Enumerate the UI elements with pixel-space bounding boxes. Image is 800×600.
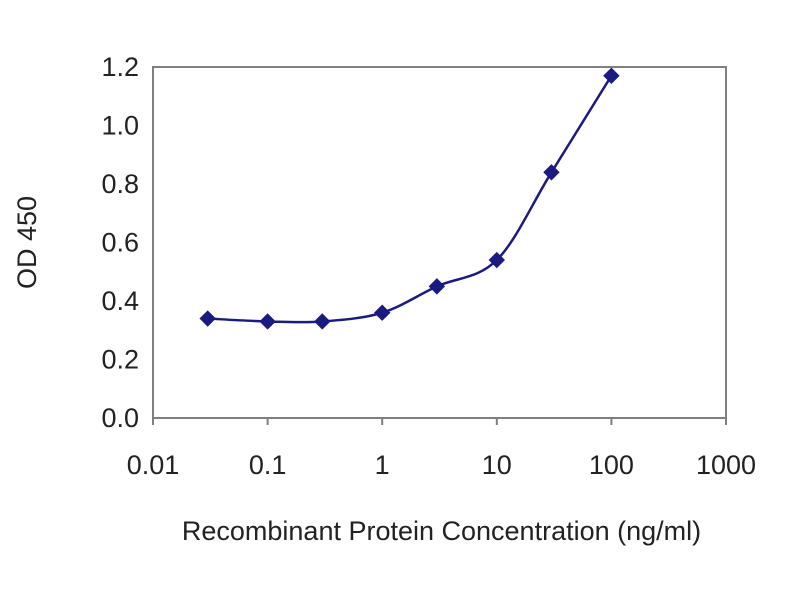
y-axis-tick-labels: 0.0 0.2 0.4 0.6 0.8 1.0 1.2	[101, 52, 139, 433]
x-tick-label: 10	[482, 450, 512, 480]
data-point	[543, 164, 560, 181]
data-point	[314, 313, 331, 330]
x-tick-label: 0.01	[127, 450, 180, 480]
data-point	[259, 313, 276, 330]
series-layer	[199, 67, 620, 330]
x-axis-title: Recombinant Protein Concentration (ng/ml…	[182, 516, 701, 546]
x-tick-label: 1000	[696, 450, 756, 480]
x-tick-label: 1	[375, 450, 390, 480]
y-tick-label: 0.2	[101, 345, 139, 375]
data-point	[373, 304, 391, 321]
plot-area	[152, 66, 727, 419]
data-point	[488, 251, 506, 269]
y-axis-title: OD 450	[12, 196, 42, 289]
y-tick-label: 1.0	[101, 111, 139, 141]
y-tick-label: 0.4	[101, 286, 139, 316]
data-point	[199, 310, 216, 327]
data-point	[428, 278, 446, 295]
y-tick-label: 0.6	[101, 228, 139, 258]
y-tick-label: 1.2	[101, 52, 139, 82]
x-tick-label: 0.1	[249, 450, 287, 480]
y-tick-label: 0.8	[101, 169, 139, 199]
x-axis-ticks	[152, 418, 727, 425]
y-tick-label: 0.0	[101, 403, 139, 433]
x-axis-tick-labels: 0.01 0.1 1 10 100 1000	[127, 450, 756, 480]
x-tick-label: 100	[589, 450, 634, 480]
data-point	[603, 67, 620, 84]
